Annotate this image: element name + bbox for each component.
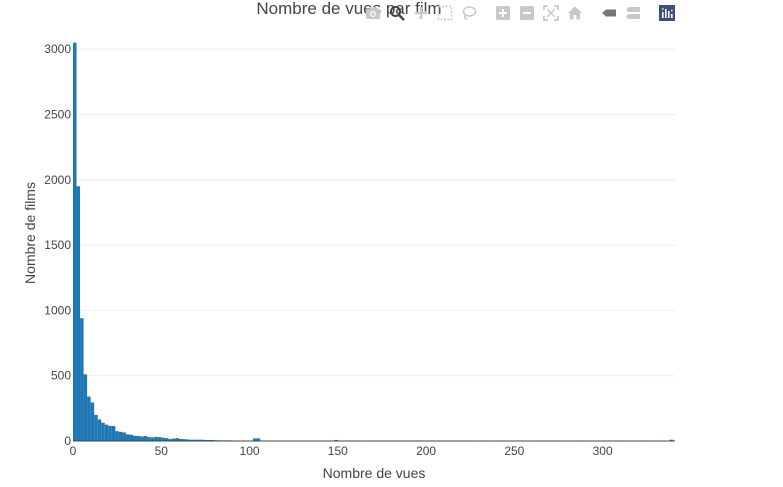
x-tick-label: 150 [328,444,348,458]
histogram-bar[interactable] [207,439,211,441]
histogram-bar[interactable] [189,439,194,441]
histogram-bar[interactable] [203,439,208,441]
histogram-bar[interactable] [133,435,137,441]
x-axis-label: Nombre de vues [323,465,426,481]
y-axis-label: Nombre de films [22,182,38,284]
y-tick-label: 1000 [44,303,71,317]
plotly-logo-icon[interactable] [658,4,676,22]
histogram-bar[interactable] [90,402,95,441]
histogram-bar[interactable] [334,439,338,441]
histogram-bar[interactable] [164,438,169,441]
histogram-bar[interactable] [87,396,91,441]
histogram-bar[interactable] [210,439,215,441]
histogram-bar[interactable] [129,434,134,441]
hover-compare-icon[interactable] [624,4,642,22]
histogram-bar[interactable] [136,436,141,441]
histogram-bar[interactable] [178,439,183,441]
histogram-bar[interactable] [185,439,190,441]
histogram-bar[interactable] [669,439,674,441]
autoscale-icon[interactable] [542,4,560,22]
y-tick-label: 2500 [44,107,71,121]
y-tick-label: 2000 [44,173,71,187]
x-tick-label: 50 [155,444,169,458]
histogram-bar[interactable] [122,432,126,441]
x-tick-label: 300 [593,444,613,458]
histogram-bar[interactable] [193,439,197,441]
histogram-bar[interactable] [171,438,176,441]
histogram-bar[interactable] [150,437,155,441]
y-gridlines [73,48,675,377]
reset-axes-icon[interactable] [566,4,584,22]
y-tick-label: 1500 [44,238,71,252]
x-tick-label: 0 [70,444,77,458]
histogram-bar[interactable] [73,42,77,442]
histogram-bar[interactable] [111,425,116,441]
histogram-bar[interactable] [256,438,261,441]
histogram-bars[interactable] [73,42,674,442]
lasso-select-icon[interactable] [460,4,478,22]
y-tick-label: 500 [51,369,71,383]
x-tick-label: 250 [504,444,524,458]
histogram-bar[interactable] [76,186,81,441]
x-tick-labels: 0 50 100 150 200 250 300 [70,444,613,458]
pan-icon[interactable] [412,4,430,22]
y-tick-labels: 0 500 1000 1500 2000 2500 3000 [44,42,71,448]
histogram-bar[interactable] [140,436,144,441]
histogram-bar[interactable] [147,437,151,441]
histogram-bar[interactable] [80,318,84,441]
histogram-bar[interactable] [175,438,179,441]
zoom-in-icon[interactable] [494,4,512,22]
histogram-bar[interactable] [196,439,201,441]
hover-closest-icon[interactable] [600,4,618,22]
histogram-bar[interactable] [200,439,204,441]
histogram-bar[interactable] [182,439,186,441]
y-tick-label: 3000 [44,42,71,56]
histogram-bar[interactable] [168,439,172,441]
zoom-icon[interactable] [388,4,406,22]
histogram-bar[interactable] [104,424,109,441]
modebar [364,4,682,22]
histogram-bar[interactable] [154,436,158,441]
histogram-bar[interactable] [118,431,123,441]
histogram-bar[interactable] [83,374,88,441]
histogram-bar[interactable] [161,437,165,441]
histogram-bar[interactable] [94,414,98,441]
histogram-bar[interactable] [143,436,148,441]
x-tick-label: 100 [240,444,260,458]
histogram-bar[interactable] [157,437,162,441]
zoom-out-icon[interactable] [518,4,536,22]
histogram-bar[interactable] [97,419,102,441]
camera-icon[interactable] [364,4,382,22]
histogram-bar[interactable] [125,434,130,441]
histogram-bar[interactable] [108,425,112,441]
histogram-bar[interactable] [101,422,105,441]
histogram-bar[interactable] [253,438,257,441]
y-tick-label: 0 [64,434,71,448]
chart-title: Nombre de vues par film [256,0,441,18]
x-tick-label: 200 [416,444,436,458]
histogram-bar[interactable] [115,431,119,441]
box-select-icon[interactable] [436,4,454,22]
